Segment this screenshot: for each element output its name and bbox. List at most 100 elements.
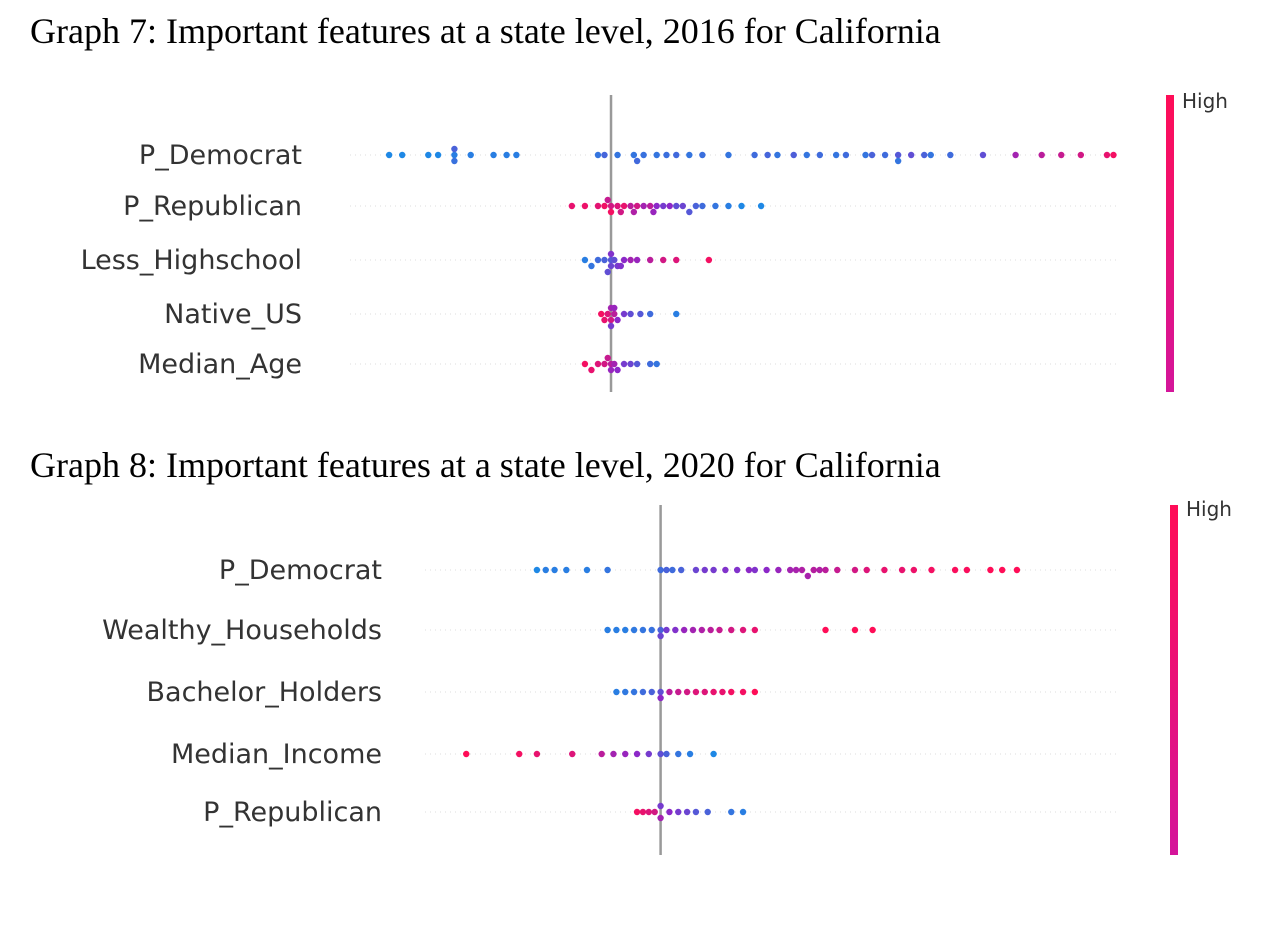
shap-point (701, 566, 708, 574)
shap-point (594, 202, 602, 210)
shap-point (581, 202, 589, 210)
shap-point (657, 626, 664, 634)
shap-point (947, 151, 954, 159)
shap-point (622, 626, 629, 634)
shap-point (1077, 151, 1085, 159)
shap-point (467, 151, 474, 159)
shap-point (451, 151, 458, 159)
shap-point (601, 316, 608, 324)
shap-point (639, 626, 647, 634)
shap-point (738, 202, 745, 210)
shap-point (701, 688, 708, 696)
graph-8-beeswarm-plot: P_Democrat Wealthy_Households Bachelor_Hol… (102, 497, 1232, 855)
shap-point (1103, 151, 1111, 159)
feature-label: Median_Age (138, 349, 302, 380)
shap-point (533, 750, 541, 758)
shap-point (675, 808, 682, 816)
shap-point (832, 151, 840, 159)
shap-point (774, 151, 781, 159)
shap-point (669, 566, 676, 574)
shap-point (657, 814, 664, 822)
shap-point (869, 626, 876, 634)
graph-7-title: Graph 7: Important features at a state l… (30, 11, 941, 51)
shap-point (663, 750, 670, 758)
shap-point (630, 688, 638, 696)
shap-point (640, 151, 647, 159)
shap-point (614, 366, 621, 374)
shap-point (451, 145, 458, 153)
shap-point (630, 208, 638, 216)
shap-point (657, 750, 664, 758)
shap-point (607, 208, 615, 216)
shap-point (610, 750, 617, 758)
shap-point (683, 688, 691, 696)
shap-point (633, 750, 641, 758)
shap-point (999, 566, 1006, 574)
shap-point (653, 202, 660, 210)
shap-point (657, 632, 664, 640)
shap-point (1038, 151, 1045, 159)
shap-point (1012, 151, 1019, 159)
shap-point (617, 262, 625, 270)
shap-point (663, 151, 670, 159)
shap-point (686, 750, 694, 758)
shap-point (704, 808, 711, 816)
shap-point (921, 151, 928, 159)
shap-point (639, 808, 647, 816)
shap-point (645, 808, 653, 816)
shap-point (851, 566, 859, 574)
shap-point (692, 566, 700, 574)
shap-point (673, 151, 680, 159)
shap-point (607, 262, 615, 270)
shap-point (604, 566, 611, 574)
shap-point (633, 256, 641, 264)
shap-point (617, 208, 625, 216)
shap-point (834, 566, 841, 574)
shap-point (622, 688, 629, 696)
shap-point (651, 808, 658, 816)
shap-point (594, 256, 602, 264)
shap-point (686, 208, 693, 216)
graph-7-beeswarm-plot: P_Democrat P_Republican Less_Highschool Nat… (81, 89, 1228, 392)
shap-point (633, 808, 641, 816)
shap-point (607, 202, 615, 210)
shap-point (594, 360, 602, 368)
shap-point (588, 366, 595, 374)
shap-point (672, 626, 679, 634)
shap-point (816, 151, 824, 159)
shap-point (822, 566, 829, 574)
shap-point (646, 360, 654, 368)
shap-point (663, 626, 670, 634)
shap-point (739, 626, 747, 634)
shap-point (673, 310, 680, 318)
shap-point (490, 151, 497, 159)
shap-point (451, 157, 458, 165)
shap-point (705, 256, 713, 264)
shap-point (533, 566, 541, 574)
shap-point (692, 202, 700, 210)
shap-point (657, 694, 664, 702)
shap-point (698, 626, 706, 634)
shap-point (666, 688, 673, 696)
shap-point (627, 256, 634, 264)
shap-point (614, 316, 621, 324)
shap-point (650, 208, 657, 216)
shap-point (657, 802, 664, 810)
shap-point (881, 151, 889, 159)
shap-point (710, 688, 717, 696)
shap-point (675, 688, 682, 696)
shap-point (666, 202, 673, 210)
shap-point (745, 566, 753, 574)
shap-point (751, 626, 759, 634)
shap-point (910, 566, 918, 574)
shap-point (810, 566, 817, 574)
shap-point (653, 360, 660, 368)
shap-point (739, 688, 747, 696)
shap-point (463, 750, 470, 758)
shap-point (666, 808, 673, 816)
shap-point (712, 202, 719, 210)
shap-point (648, 688, 655, 696)
shap-point (614, 202, 621, 210)
shap-point (637, 310, 644, 318)
shap-point (620, 360, 628, 368)
